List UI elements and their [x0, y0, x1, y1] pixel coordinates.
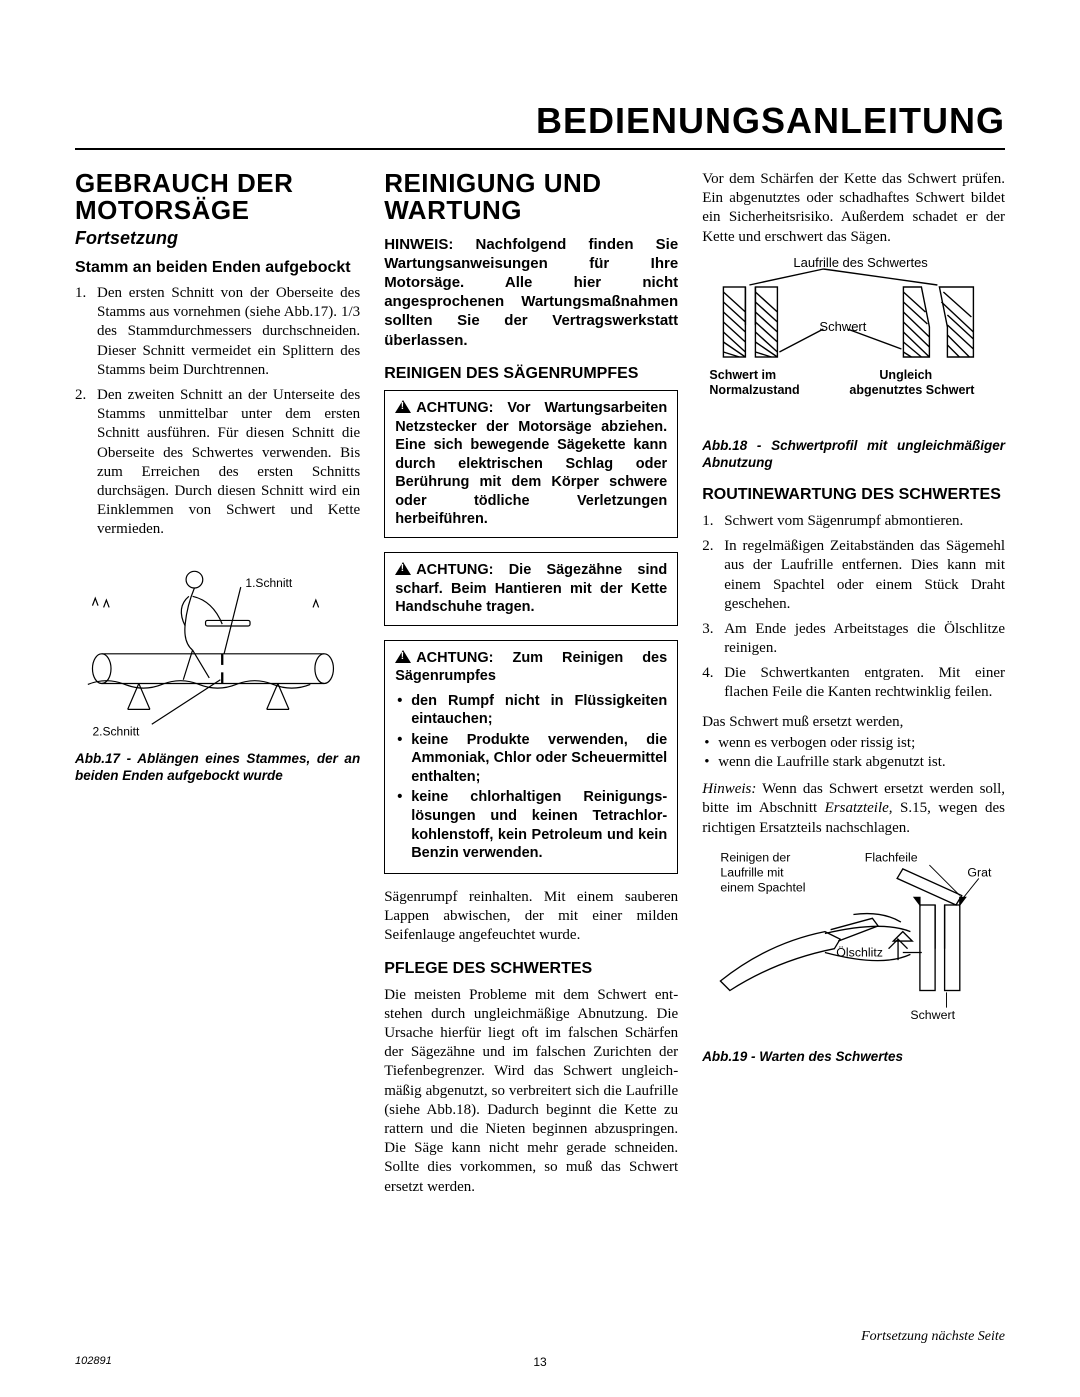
figure-19-svg: Reinigen der Laufrille mit einem Spachte…: [702, 848, 1005, 1038]
figure-17-caption: Abb.17 - Ablängen eines Stammes, der an …: [75, 750, 360, 785]
list-item: 2.Den zweiten Schnitt an der Unterseite …: [75, 386, 360, 540]
col3-h3a: ROUTINEWARTUNG DES SCHWERTES: [702, 485, 1005, 505]
col1-heading: GEBRAUCH DER MOTORSÄGE: [75, 170, 360, 225]
warning-box-1: ACHTUNG: Vor Wartungs­arbeiten Netzsteck…: [384, 390, 678, 538]
col2-h3b: PFLEGE DES SCHWERTES: [384, 959, 678, 979]
fig19-oel: Ölschlitz: [836, 945, 883, 959]
fig18-top-label: Laufrille des Schwertes: [794, 257, 929, 270]
fig18-right-label-2: abgenutztes Schwert: [850, 383, 976, 397]
figure-17: 1.Schnitt 2.Schnitt Abb.17 - Ablängen ei…: [75, 550, 360, 785]
figure-18: Laufrille des Schwertes Schwert Schwert …: [702, 257, 1005, 472]
fig19-l1: Reinigen der: [721, 850, 791, 864]
column-1: GEBRAUCH DER MOTORSÄGE Fortsetzung Stamm…: [75, 170, 360, 1207]
figure-17-svg: 1.Schnitt 2.Schnitt: [75, 550, 360, 740]
page-title: BEDIENUNGSANLEITUNG: [75, 100, 1005, 150]
content-columns: GEBRAUCH DER MOTORSÄGE Fortsetzung Stamm…: [75, 170, 1005, 1207]
doc-id: 102891: [75, 1355, 112, 1367]
fig19-grat: Grat: [968, 865, 993, 879]
col3-hinweis: Hinweis: Wenn das Schwert ersetzt werden…: [702, 780, 1005, 838]
figure-18-svg: Laufrille des Schwertes Schwert Schwert …: [702, 257, 1005, 427]
list-item: 4.Die Schwertkanten entgraten. Mit ei­ne…: [702, 664, 1005, 702]
fig18-mid-label: Schwert: [820, 319, 867, 334]
page-number: 13: [533, 1355, 546, 1369]
fig17-label-2: 2.Schnitt: [92, 724, 139, 738]
col2-para2: Die meisten Probleme mit dem Schwert ent…: [384, 986, 678, 1197]
list-item: wenn die Laufrille stark abgenutzt ist.: [702, 753, 1005, 772]
fig18-right-label-1: Ungleich: [880, 368, 933, 382]
fig19-l2: Laufrille mit: [721, 865, 785, 879]
col2-notice: HINWEIS: Nachfolgend finden Sie Wartungs…: [384, 235, 678, 350]
col1-subheading: Fortsetzung: [75, 227, 360, 250]
fig18-left-label-1: Schwert im: [710, 368, 777, 382]
warning-icon: [395, 562, 411, 575]
list-item: 2.In regelmäßigen Zeitabständen das Sä­g…: [702, 537, 1005, 614]
col3-list: 1.Schwert vom Sägenrumpf abmontieren. 2.…: [702, 512, 1005, 703]
figure-18-caption: Abb.18 - Schwertprofil mit ungleichmäßig…: [702, 437, 1005, 472]
warning-3-list: den Rumpf nicht in Flüssigkei­ten eintau…: [395, 692, 667, 863]
list-item: 1.Den ersten Schnitt von der Oberseite d…: [75, 284, 360, 380]
list-item: keine chlorhaltigen Reinigungs­lösungen …: [395, 788, 667, 862]
warning-box-3: ACHTUNG: Zum Reinigen des Sägenrumpfes d…: [384, 640, 678, 874]
col1-h2: Stamm an beiden Enden aufgebockt: [75, 258, 360, 278]
fig19-schwert: Schwert: [911, 1008, 956, 1022]
figure-19-caption: Abb.19 - Warten des Schwertes: [702, 1048, 1005, 1065]
list-item: den Rumpf nicht in Flüssigkei­ten eintau…: [395, 692, 667, 729]
warning-box-2: ACHTUNG: Die Sägezähne sind scharf. Beim…: [384, 552, 678, 626]
continued-label: Fortsetzung nächste Seite: [861, 1329, 1005, 1345]
list-item: 3.Am Ende jedes Arbeitstages die Ölschli…: [702, 620, 1005, 658]
col2-h3a: REINIGEN DES SÄGENRUMPFES: [384, 364, 678, 384]
fig18-left-label-2: Normalzustand: [710, 383, 800, 397]
warning-icon: [395, 650, 411, 663]
list-item: 1.Schwert vom Sägenrumpf abmontieren.: [702, 512, 1005, 531]
fig19-l3: einem Spachtel: [721, 880, 806, 894]
page-footer: Fortsetzung nächste Seite 102891 13: [75, 1355, 1005, 1367]
figure-19: Reinigen der Laufrille mit einem Spachte…: [702, 848, 1005, 1065]
list-item: keine Produkte verwenden, die Ammoniak, …: [395, 731, 667, 787]
col3-para0: Vor dem Schärfen der Kette das Schwert p…: [702, 170, 1005, 247]
col2-heading: REINIGUNG UND WARTUNG: [384, 170, 678, 225]
col2-para1: Sägenrumpf reinhalten. Mit einem saube­r…: [384, 888, 678, 946]
column-2: REINIGUNG UND WARTUNG HINWEIS: Nachfolge…: [384, 170, 678, 1207]
list-item: wenn es verbogen oder rissig ist;: [702, 734, 1005, 753]
col3-bullets: wenn es verbogen oder rissig ist; wenn d…: [702, 734, 1005, 772]
col3-para1: Das Schwert muß ersetzt werden,: [702, 713, 1005, 732]
column-3: Vor dem Schärfen der Kette das Schwert p…: [702, 170, 1005, 1207]
fig19-flach: Flachfeile: [865, 850, 918, 864]
warning-icon: [395, 400, 411, 413]
fig17-label-1: 1.Schnitt: [245, 576, 292, 590]
col1-list: 1.Den ersten Schnitt von der Oberseite d…: [75, 284, 360, 539]
